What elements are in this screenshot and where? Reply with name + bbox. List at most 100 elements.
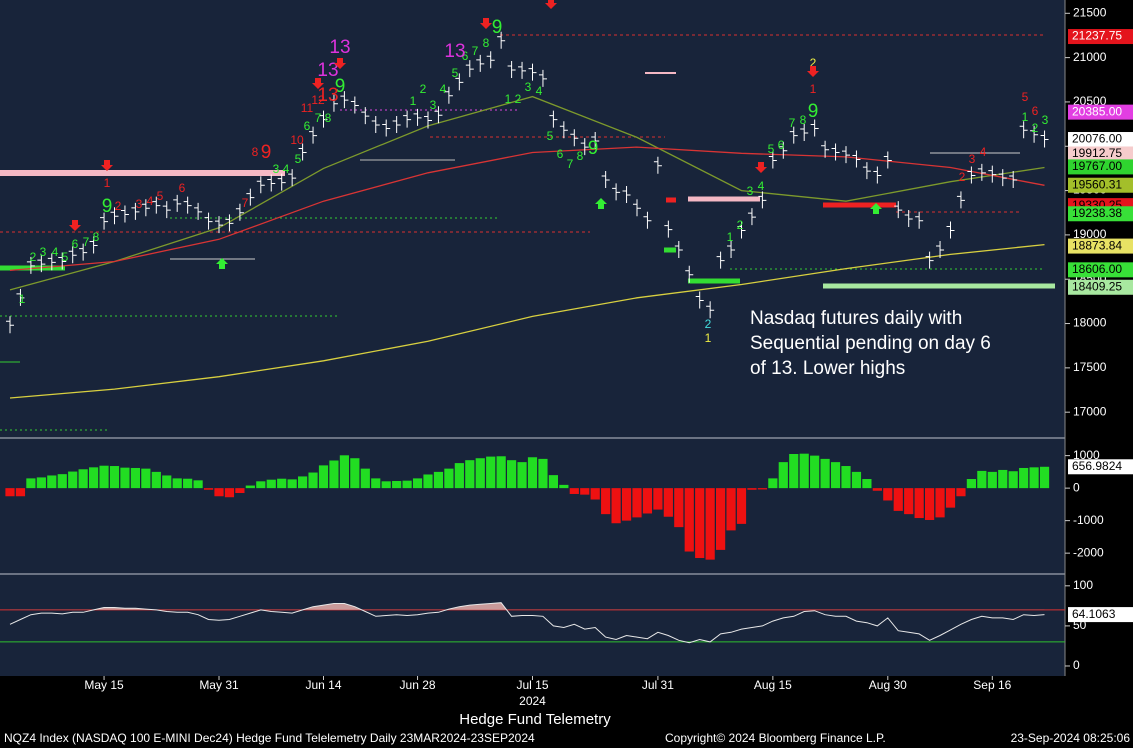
price-bar (47, 253, 56, 271)
price-bar (361, 107, 370, 125)
histogram-bar (966, 479, 976, 489)
price-bar (444, 86, 453, 104)
price-bar (507, 61, 516, 79)
price-bar (100, 212, 109, 230)
price-bar (779, 141, 788, 159)
histogram-bar (726, 488, 736, 531)
price-bar (89, 236, 98, 254)
y-tick-label: 17000 (1073, 404, 1107, 418)
histogram-bar (695, 488, 705, 559)
price-bar (497, 31, 506, 49)
count-label: 2 (115, 199, 122, 213)
histogram-bar (465, 460, 475, 489)
count-label: 1 (705, 331, 712, 345)
histogram-bar (454, 463, 464, 489)
price-bar (559, 121, 568, 139)
sell-arrow (101, 160, 113, 171)
histogram-bar (580, 488, 590, 495)
price-bar (810, 119, 819, 137)
count-label: 5 (295, 152, 302, 166)
histogram-bar (89, 467, 99, 489)
price-bar (152, 196, 161, 214)
price-bar (633, 199, 641, 217)
histogram-bar (350, 458, 360, 489)
price-bar (79, 243, 88, 261)
price-bar (737, 221, 746, 239)
price-bar (580, 138, 589, 156)
histogram-bar (872, 488, 882, 491)
price-bar (946, 221, 955, 239)
histogram-bar (747, 488, 757, 490)
histogram-bar (945, 488, 956, 508)
price-bar (434, 106, 443, 124)
histogram-bar (371, 478, 381, 489)
buy-arrow (595, 198, 607, 209)
histogram-bar (5, 488, 15, 497)
plot-layer: 1700017500180001850019000195002000020500… (0, 0, 1133, 708)
histogram-bar (883, 488, 893, 501)
price-bar (988, 165, 997, 183)
price-bar (936, 240, 945, 258)
histogram-bar (214, 488, 224, 497)
overbought-fill (10, 602, 1045, 610)
x-tick-label: Jun 14 (305, 678, 341, 692)
histogram-bar (15, 488, 26, 497)
count-label: 12 (311, 93, 325, 107)
histogram-bar (172, 478, 182, 489)
price-bar (1030, 125, 1039, 143)
count-label: 3 (136, 197, 143, 211)
footer-title: Hedge Fund Telemetry (459, 711, 611, 728)
count-label: 1 (810, 82, 817, 96)
histogram-bar (287, 479, 297, 489)
moving-average (9, 243, 1045, 399)
histogram-bar (339, 455, 349, 489)
histogram-bar (57, 474, 67, 489)
price-bar (319, 110, 328, 128)
level-tag-label: 21237.75 (1072, 29, 1122, 43)
histogram-bar (433, 471, 444, 489)
count-label: 9 (808, 101, 819, 122)
histogram-bar (538, 458, 548, 489)
level-tag-label: 19912.75 (1072, 146, 1122, 160)
histogram-bar (486, 456, 496, 489)
count-label: 2 (30, 250, 37, 264)
price-bar (110, 207, 119, 225)
price-bar (194, 202, 203, 220)
histogram-bar (548, 475, 558, 489)
count-label: 9 (102, 196, 113, 217)
histogram-bar (1029, 467, 1039, 489)
price-bar (956, 191, 965, 209)
y-tick-label: 21000 (1073, 50, 1107, 64)
histogram-bar (925, 488, 935, 520)
sell-arrow (755, 162, 767, 173)
level-tag-label: 18409.25 (1072, 279, 1122, 293)
histogram-bar (601, 488, 611, 515)
y-tick-label: 1000 (1073, 448, 1100, 462)
last-value-tag (1068, 607, 1133, 623)
price-bar (371, 115, 380, 133)
count-label: 1 (505, 92, 512, 106)
y-tick-label: 0 (1073, 480, 1080, 494)
histogram-bar (120, 467, 130, 489)
note-line: Sequential pending on day 6 (750, 333, 991, 354)
count-label: 11 (301, 101, 314, 115)
price-bar (382, 119, 391, 137)
price-bar (215, 216, 223, 234)
count-label: 1 (410, 94, 417, 108)
histogram-bar (183, 478, 193, 489)
sell-arrow (807, 66, 819, 77)
count-label: 3 (430, 98, 437, 112)
sell-arrow (334, 58, 346, 69)
level-tag (1068, 104, 1133, 120)
histogram-bar (392, 480, 402, 489)
level-tag-label: 19238.38 (1072, 206, 1122, 220)
price-bar (235, 203, 244, 221)
price-bar (758, 191, 767, 209)
price-bar (183, 196, 192, 214)
histogram-bar (527, 457, 538, 489)
price-bar (538, 69, 547, 87)
histogram-bar (956, 488, 966, 497)
histogram-bar (256, 481, 266, 489)
price-bar (873, 166, 882, 184)
